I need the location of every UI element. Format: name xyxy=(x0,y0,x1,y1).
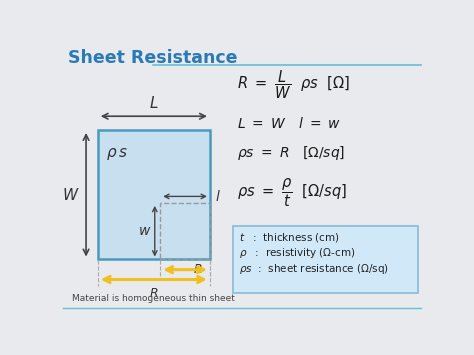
Text: $R$: $R$ xyxy=(149,287,159,300)
Bar xyxy=(160,203,210,260)
Text: Sheet Resistance: Sheet Resistance xyxy=(68,49,238,67)
Bar xyxy=(233,226,418,293)
Text: $R$: $R$ xyxy=(193,263,203,276)
Text: $R\ =\ \dfrac{L}{W}\ \ \rho s\ \ [\Omega]$: $R\ =\ \dfrac{L}{W}\ \ \rho s\ \ [\Omega… xyxy=(237,68,351,101)
Text: $w$: $w$ xyxy=(138,224,152,238)
Text: $\rho s$  :  sheet resistance ($\Omega$/sq): $\rho s$ : sheet resistance ($\Omega$/sq… xyxy=(239,262,389,276)
Text: $L$: $L$ xyxy=(149,95,159,111)
Text: $l$: $l$ xyxy=(215,189,221,204)
Text: $\rho\;$  :  resistivity ($\Omega$-cm): $\rho\;$ : resistivity ($\Omega$-cm) xyxy=(239,246,356,260)
Text: $L\ =\ W\quad l\ =\ w$: $L\ =\ W\quad l\ =\ w$ xyxy=(237,116,342,131)
Text: $W$: $W$ xyxy=(62,187,80,203)
Text: Material is homogeneous thin sheet: Material is homogeneous thin sheet xyxy=(73,294,235,303)
Text: $\rho s\ =\ \dfrac{\rho}{t}\ \ [\Omega/sq]$: $\rho s\ =\ \dfrac{\rho}{t}\ \ [\Omega/s… xyxy=(237,176,347,209)
Text: $\rho s\ =\ R\quad [\Omega/sq]$: $\rho s\ =\ R\quad [\Omega/sq]$ xyxy=(237,144,346,162)
Bar xyxy=(98,130,210,260)
Text: $t\;$  :  thickness (cm): $t\;$ : thickness (cm) xyxy=(239,231,340,244)
Text: $\rho\, s$: $\rho\, s$ xyxy=(106,146,128,162)
